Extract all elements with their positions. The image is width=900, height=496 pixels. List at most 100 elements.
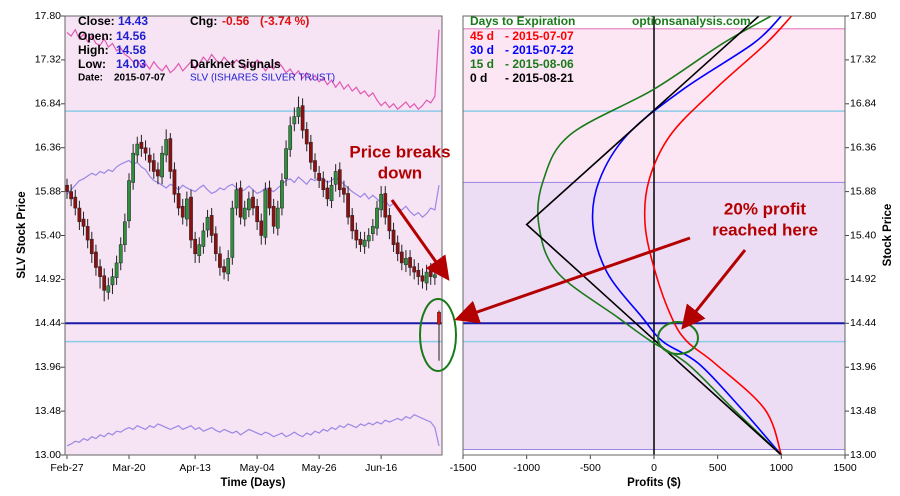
candle-body <box>98 266 102 277</box>
candle-body <box>263 189 268 238</box>
candle-body <box>234 189 239 209</box>
candle-body <box>218 253 222 268</box>
candle-body <box>362 239 367 247</box>
candle-body <box>94 251 98 268</box>
candle-body <box>172 169 177 195</box>
x-tick-label: Mar-20 <box>112 462 145 474</box>
x-tick-label: Feb-27 <box>50 462 83 474</box>
candle-body <box>118 244 123 264</box>
candle-body <box>205 216 210 231</box>
candle-body <box>185 198 189 220</box>
left-frame <box>64 15 443 456</box>
right-frame <box>462 15 846 456</box>
x-tick-label: May-04 <box>240 462 275 474</box>
candle-body <box>222 266 226 273</box>
annotation: down <box>378 163 422 182</box>
arrow <box>390 199 450 281</box>
y-tick-label: 16.36 <box>850 141 876 153</box>
candle-body <box>180 205 185 218</box>
candle-body <box>304 129 309 145</box>
y-tick-label: 13.48 <box>35 405 61 417</box>
candle-body <box>201 230 206 247</box>
y-axis-title: Stock Price <box>882 204 894 267</box>
candle-body <box>420 275 425 282</box>
profit-curve <box>643 15 793 456</box>
candle-body <box>275 207 280 229</box>
candle-body <box>69 191 73 200</box>
band-line <box>66 28 440 111</box>
candle-body <box>375 207 379 229</box>
candle-body <box>242 207 247 220</box>
candle-body <box>73 196 78 209</box>
candle-body <box>284 148 288 180</box>
candle-body <box>209 215 214 236</box>
low-value: 14.03 <box>116 57 146 71</box>
candle-body <box>271 205 276 227</box>
x-tick-label: Jun-16 <box>365 462 397 474</box>
candle-body <box>412 266 417 273</box>
legend-date: - 2015-07-07 <box>505 29 574 43</box>
candle-body <box>230 207 235 258</box>
highlight-ellipse <box>419 298 457 372</box>
candle-body <box>123 221 127 245</box>
candle-body <box>164 139 169 156</box>
symbol-name: SLV (ISHARES SILVER TRUST) <box>190 73 335 84</box>
candle-body <box>238 187 243 218</box>
profit-curve <box>591 15 782 456</box>
x-axis-title: Profits ($) <box>627 477 681 489</box>
candle-body <box>89 238 94 255</box>
candle-body <box>77 207 82 223</box>
candle-body <box>288 125 293 150</box>
y-axis-title: SLV Stock Price <box>16 191 28 278</box>
candle-body <box>176 193 181 209</box>
date-value: 2015-07-07 <box>114 73 166 84</box>
candle-body <box>379 194 383 211</box>
candle-body <box>255 205 259 223</box>
y-tick-label: 13.96 <box>850 361 876 373</box>
candle-body <box>135 143 140 156</box>
candle-body <box>391 229 396 245</box>
candle-body <box>433 274 437 278</box>
candle-body <box>251 196 255 209</box>
legend-label: 30 d <box>470 43 494 57</box>
y-tick-label: 15.88 <box>850 185 876 197</box>
candle-body <box>143 147 148 154</box>
candle-body <box>267 187 272 209</box>
arrow <box>454 236 691 324</box>
candle-body <box>197 244 202 256</box>
annotation: 20% profit <box>724 199 807 218</box>
candle-body <box>296 107 301 117</box>
highlight-ellipse <box>657 321 699 355</box>
candle-body <box>168 138 173 172</box>
candle-body <box>81 218 86 227</box>
close-value: 14.43 <box>118 14 148 28</box>
candle-body <box>280 180 284 209</box>
legend-label: 15 d <box>470 57 494 71</box>
date-label: Date: <box>78 73 103 84</box>
candle-body <box>110 276 115 286</box>
y-tick-label: 13.96 <box>35 361 61 373</box>
candle-body <box>321 178 326 191</box>
y-tick-label: 16.84 <box>850 98 876 110</box>
band-line <box>66 414 440 447</box>
x-tick-label: -1500 <box>450 462 477 474</box>
candle-body <box>350 215 355 232</box>
x-tick-label: -500 <box>580 462 601 474</box>
overlay: Price breaks down 20% profit reached here <box>64 15 846 456</box>
x-tick-label: 1000 <box>770 462 794 474</box>
x-tick-label: 1500 <box>833 462 857 474</box>
candle-body <box>247 198 251 211</box>
y-tick-label: 15.40 <box>35 229 61 241</box>
legend-date: - 2015-08-06 <box>505 57 574 71</box>
candle-body <box>102 275 107 291</box>
candle-body <box>424 271 429 284</box>
annotation: reached here <box>712 220 818 239</box>
candle-body <box>309 141 313 163</box>
low-label: Low: <box>78 57 106 71</box>
candle-body <box>193 238 197 255</box>
y-tick-label: 14.92 <box>35 273 61 285</box>
candle-body <box>354 229 359 241</box>
candle-body <box>383 193 388 218</box>
info-box: Close: 14.43 Open: 14.56 High: 14.58 Low… <box>78 14 335 83</box>
